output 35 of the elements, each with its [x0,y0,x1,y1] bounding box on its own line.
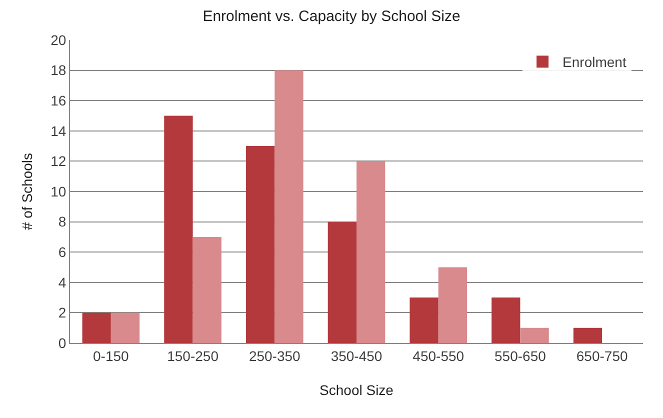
x-tick-label: 550-650 [494,348,546,364]
bar [410,298,438,343]
bar [438,267,468,343]
x-tick-label: 250-350 [248,348,301,364]
y-tick-label: 0 [58,334,66,351]
y-tick-label: 10 [50,183,66,200]
bar [82,312,111,343]
bar [246,146,275,343]
bar [520,328,549,343]
y-tick-label: 8 [58,214,66,230]
x-axis-title: School Size [320,382,394,398]
y-tick-label: 2 [58,304,66,321]
y-tick-label: 18 [50,62,66,78]
y-tick-label: 12 [50,153,66,170]
x-tick-label: 650-750 [576,348,628,364]
y-tick-label: 14 [50,122,66,139]
bar [192,236,222,343]
x-tick-label: 450-550 [412,348,464,364]
bar [164,116,193,343]
bar [274,70,304,343]
x-tick-label: 0-150 [93,348,130,364]
chart-title: Enrolment vs. Capacity by School Size [202,8,460,25]
bar [328,222,356,343]
x-tick-label: 350-450 [330,348,382,364]
bar [492,298,520,343]
x-tick-label: 150-250 [167,348,219,364]
bar [110,312,140,343]
bar [356,161,386,343]
legend-label: Enrolment [562,54,626,70]
y-tick-label: 6 [58,244,66,260]
bar [573,328,602,343]
y-tick-label: 20 [50,32,66,48]
y-tick-label: 16 [50,92,66,108]
y-axis-title: # of Schools [19,152,35,230]
y-tick-label: 4 [58,274,66,290]
